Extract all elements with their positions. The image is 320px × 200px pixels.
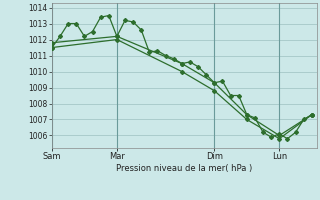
X-axis label: Pression niveau de la mer( hPa ): Pression niveau de la mer( hPa ) [116,164,253,173]
